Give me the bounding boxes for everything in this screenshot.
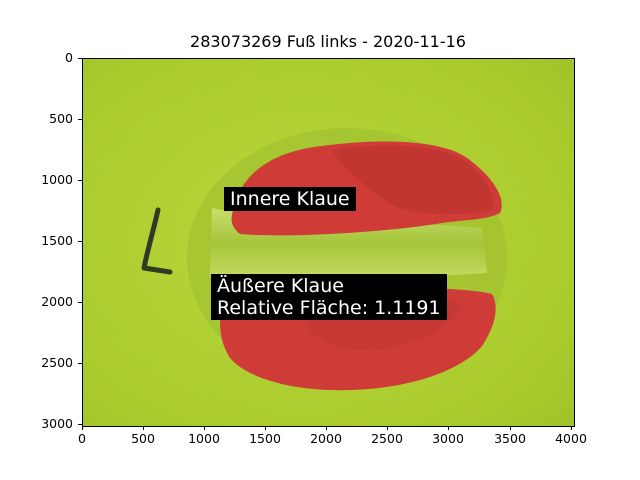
x-tick-mark: [571, 426, 572, 430]
hoof-photo: [82, 58, 574, 426]
hoof-photo-svg: [82, 58, 574, 426]
y-tick-label: 0: [65, 50, 73, 65]
y-tick-label: 500: [49, 111, 73, 126]
x-tick-mark: [143, 426, 144, 430]
inner-claw-shade: [332, 145, 494, 215]
y-tick-mark: [78, 58, 82, 59]
x-tick-label: 3500: [494, 431, 526, 446]
y-tick-mark: [78, 424, 82, 425]
y-tick-label: 2500: [41, 355, 73, 370]
y-tick-mark: [78, 241, 82, 242]
x-tick-mark: [510, 426, 511, 430]
x-tick-mark: [448, 426, 449, 430]
x-tick-mark: [326, 426, 327, 430]
inner-claw-label: Innere Klaue: [224, 187, 356, 211]
outer-claw-label: Äußere Klaue Relative Fläche: 1.1191: [211, 274, 447, 320]
marker-letter-l: [141, 207, 173, 275]
y-tick-label: 1500: [41, 233, 73, 248]
x-tick-label: 2500: [371, 431, 403, 446]
x-tick-label: 0: [78, 431, 86, 446]
outer-claw-name: Äußere Klaue: [217, 275, 344, 297]
x-tick-label: 1000: [188, 431, 220, 446]
y-tick-label: 3000: [41, 416, 73, 431]
y-tick-mark: [78, 119, 82, 120]
x-tick-mark: [265, 426, 266, 430]
x-tick-label: 4000: [555, 431, 587, 446]
x-tick-label: 500: [131, 431, 155, 446]
y-tick-mark: [78, 180, 82, 181]
x-tick-label: 2000: [310, 431, 342, 446]
x-tick-mark: [82, 426, 83, 430]
relative-area-text: Relative Fläche: 1.1191: [217, 297, 441, 319]
y-tick-mark: [78, 363, 82, 364]
x-tick-label: 3000: [432, 431, 464, 446]
x-tick-mark: [387, 426, 388, 430]
x-tick-label: 1500: [249, 431, 281, 446]
y-tick-mark: [78, 302, 82, 303]
y-tick-label: 2000: [41, 294, 73, 309]
y-tick-label: 1000: [41, 172, 73, 187]
figure-title: 283073269 Fuß links - 2020-11-16: [190, 32, 466, 51]
x-tick-mark: [204, 426, 205, 430]
